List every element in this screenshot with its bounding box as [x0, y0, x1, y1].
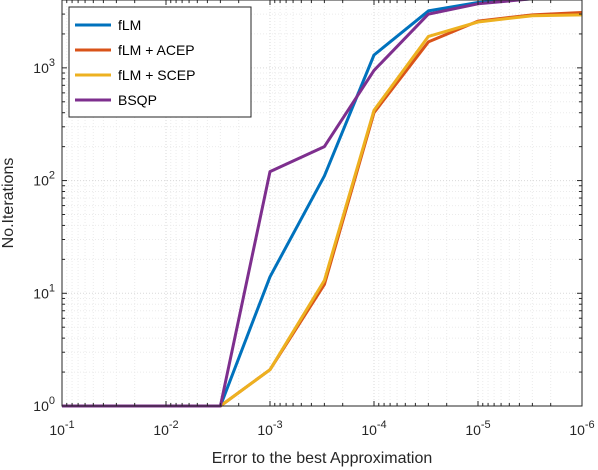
legend-label: BSQP — [118, 92, 157, 108]
y-tick-label: 102 — [33, 170, 55, 189]
x-tick-label: 10-3 — [257, 419, 282, 438]
legend-label: fLM + SCEP — [118, 67, 195, 83]
x-tick-label: 10-1 — [49, 419, 74, 438]
x-axis-title: Error to the best Approximation — [212, 450, 433, 467]
x-tick-label: 10-5 — [465, 419, 490, 438]
x-tick-label: 10-6 — [569, 419, 594, 438]
y-axis-title: No.Iterations — [0, 158, 17, 249]
x-tick-label: 10-4 — [361, 419, 386, 438]
legend-label: fLM — [118, 17, 141, 33]
y-tick-label: 100 — [33, 395, 55, 414]
y-axis-tick-labels: 100 101 102 103 — [33, 57, 55, 414]
legend: fLM fLM + ACEP fLM + SCEP BSQP — [68, 6, 252, 118]
x-axis-tick-labels: 10-1 10-2 10-3 10-4 10-5 10-6 — [49, 419, 594, 438]
axis-ticks — [61, 0, 583, 407]
y-tick-label: 101 — [33, 282, 55, 301]
legend-label: fLM + ACEP — [118, 42, 195, 58]
x-tick-label: 10-2 — [153, 419, 178, 438]
plot-frame — [61, 0, 583, 407]
y-tick-label: 103 — [33, 57, 55, 76]
